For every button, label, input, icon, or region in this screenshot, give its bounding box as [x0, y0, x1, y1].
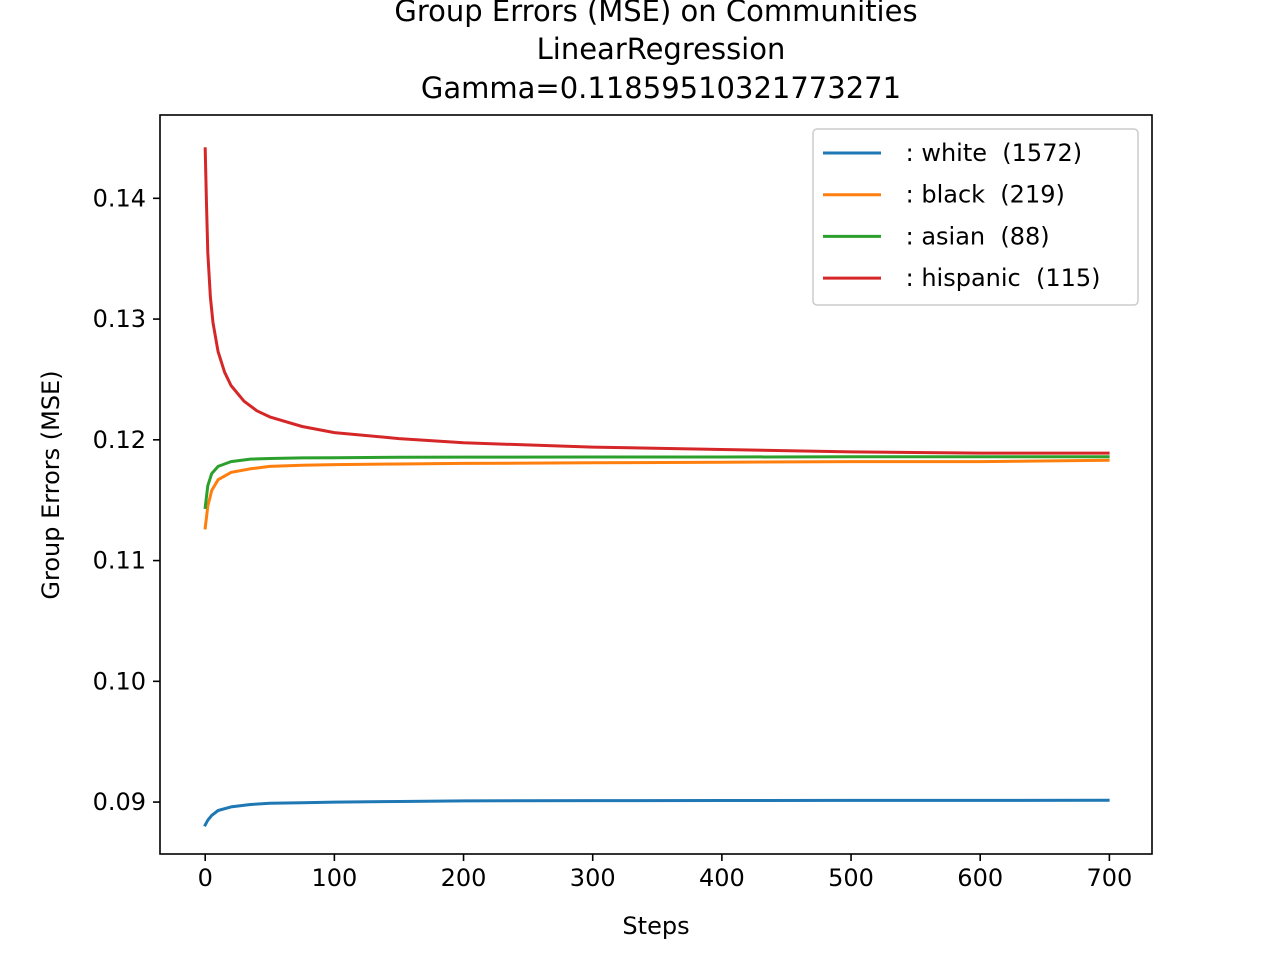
series-line-2	[203, 455, 1110, 510]
series-layer	[203, 147, 1110, 828]
x-tick-label: 400	[699, 864, 745, 892]
y-tick-label: 0.12	[93, 426, 146, 454]
x-tick-label: 100	[311, 864, 357, 892]
chart-title: Group Errors (MSE) on Communities Linear…	[394, 0, 917, 105]
series-line-0	[203, 798, 1110, 828]
legend-label-1: : black (219)	[898, 181, 1065, 209]
x-tick-label: 500	[828, 864, 874, 892]
title-line-1: Group Errors (MSE) on Communities	[394, 0, 917, 28]
legend-label-3: : hispanic (115)	[898, 264, 1101, 292]
legend-label-0: : white (1572)	[898, 139, 1082, 167]
y-tick-label: 0.09	[93, 788, 146, 816]
y-tick-label: 0.13	[93, 305, 146, 333]
y-tick-label: 0.10	[93, 667, 146, 695]
legend-box	[812, 128, 1139, 306]
x-tick-label: 0	[198, 864, 213, 892]
x-axis-label: Steps	[622, 912, 689, 940]
x-tick-label: 700	[1086, 864, 1132, 892]
y-axis-label: Group Errors (MSE)	[37, 370, 65, 599]
y-axis: 0.09 0.10 0.11 0.12 0.13 0.14	[93, 184, 160, 816]
legend: : white (1572) : black (219) : asian (88…	[812, 128, 1139, 306]
legend-label-2: : asian (88)	[898, 222, 1050, 250]
title-line-3: Gamma=0.11859510321773271	[421, 71, 901, 105]
title-line-2: LinearRegression	[537, 32, 786, 66]
series-line-3	[203, 147, 1110, 455]
x-tick-label: 200	[441, 864, 487, 892]
y-tick-label: 0.14	[93, 184, 146, 212]
plot-frame	[159, 114, 1153, 855]
x-tick-label: 300	[570, 864, 616, 892]
x-axis: 0 100 200 300 400 500 600 700	[198, 854, 1132, 892]
series-line-1	[203, 458, 1110, 530]
y-tick-label: 0.11	[93, 547, 146, 575]
x-tick-label: 600	[957, 864, 1003, 892]
